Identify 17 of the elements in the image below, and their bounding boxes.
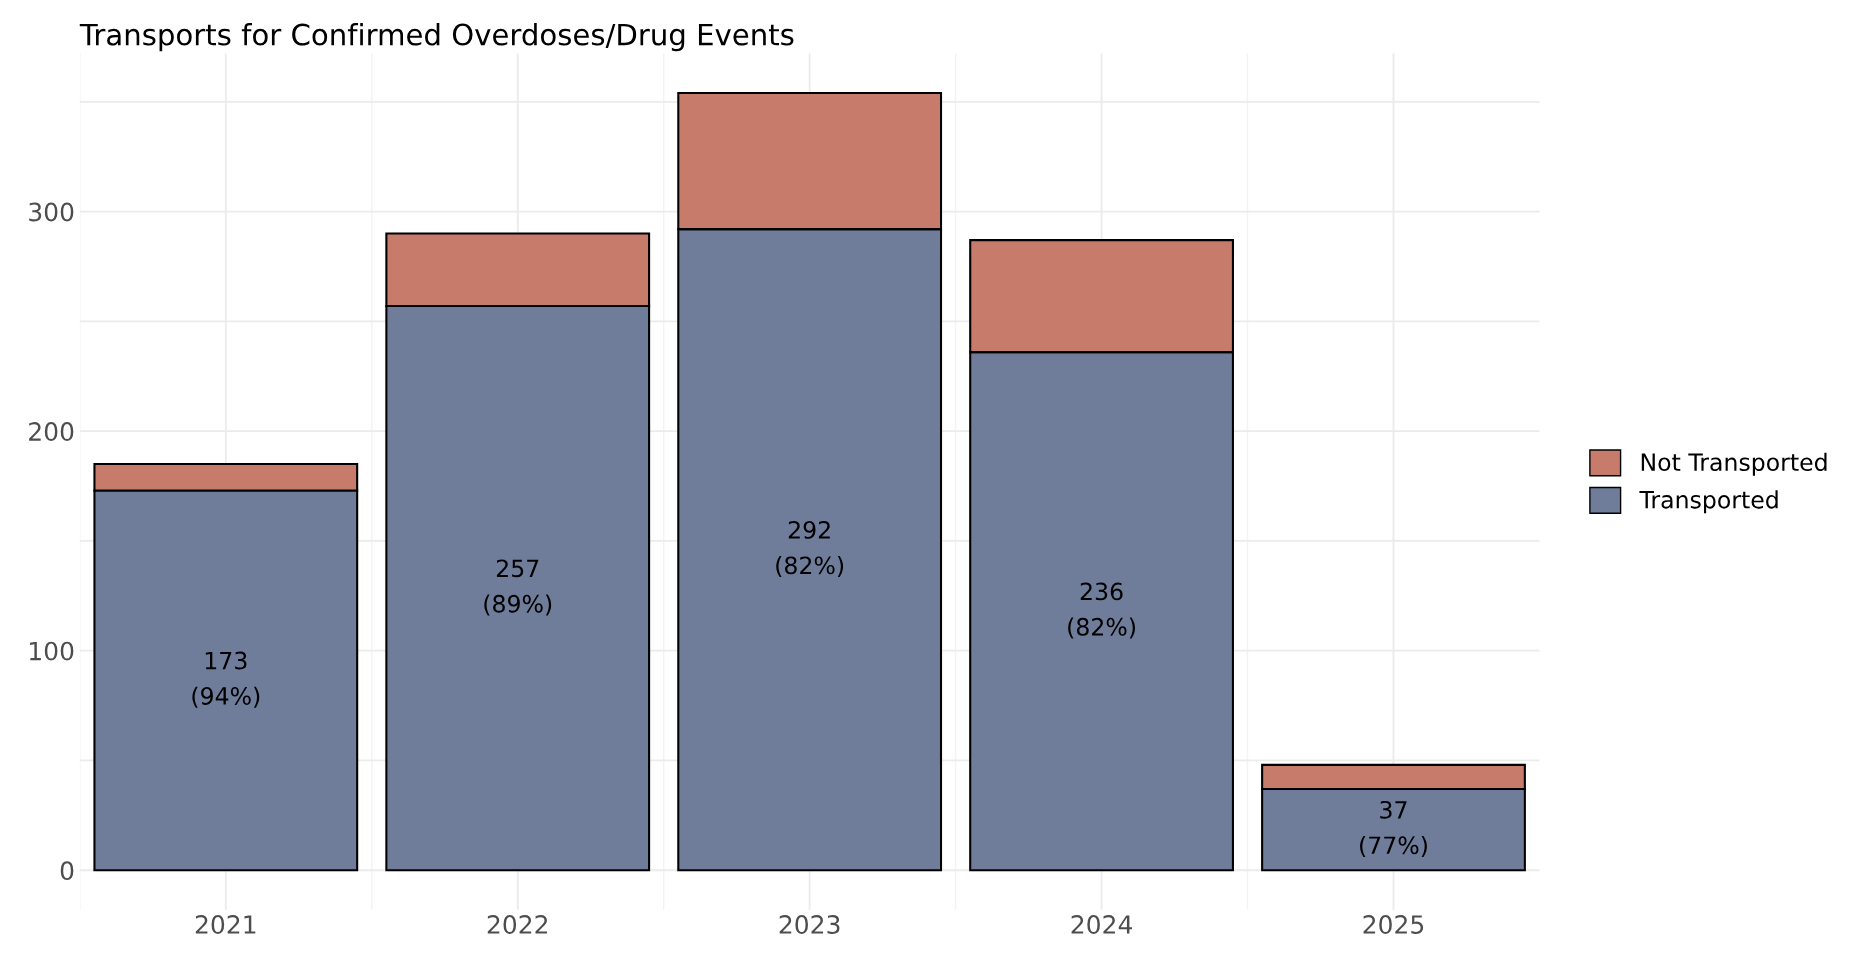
x-tick-label: 2023 — [779, 915, 840, 934]
y-tick-label: 300 — [29, 202, 74, 222]
data-label: 236 (82%) — [1068, 582, 1135, 639]
x-tick-label: 2025 — [1363, 915, 1424, 934]
y-tick-label: 100 — [30, 641, 74, 661]
data-label: 257 (89%) — [484, 559, 552, 616]
x-tick-label: 2024 — [1071, 915, 1132, 934]
legend-label: Not Transported — [1641, 452, 1827, 476]
legend-label: Transported — [1639, 490, 1778, 514]
y-tick-label: 200 — [29, 422, 74, 441]
chart-title: Transports for Confirmed Overdoses/Drug Events — [79, 23, 794, 52]
x-tick-label: 2021 — [195, 915, 256, 934]
data-label: 173 (94%) — [192, 651, 260, 708]
x-tick-label: 2022 — [487, 915, 548, 934]
data-label: 292 (82%) — [776, 520, 844, 578]
data-label: 37 (77%) — [1360, 800, 1427, 857]
y-tick-label: 0 — [60, 861, 74, 881]
